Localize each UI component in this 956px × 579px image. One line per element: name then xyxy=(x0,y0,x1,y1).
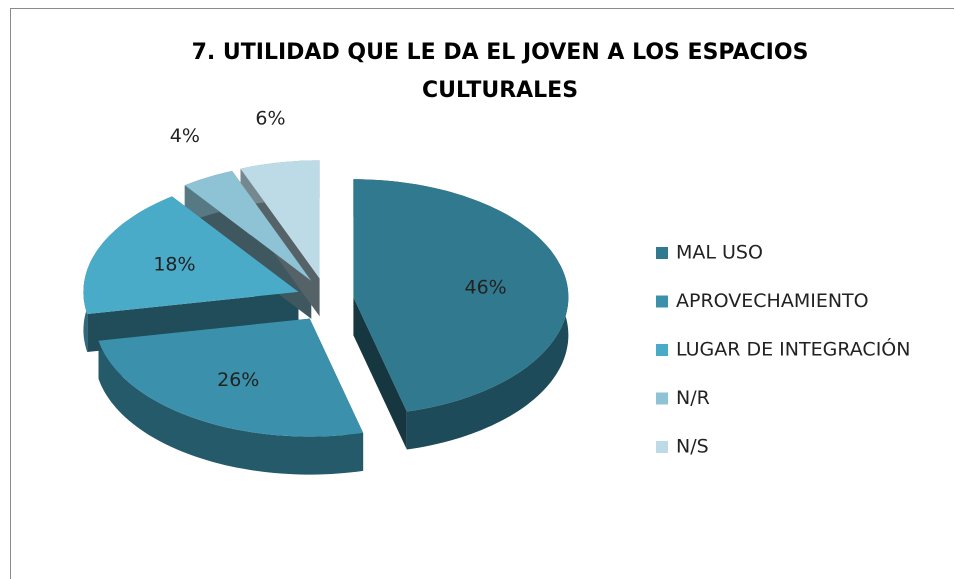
slice xyxy=(184,171,312,281)
legend-label: APROVECHAMIENTO xyxy=(676,290,869,312)
data-label: 46% xyxy=(465,277,507,299)
legend-label: LUGAR DE INTEGRACIÓN xyxy=(676,337,910,361)
legend-label: MAL USO xyxy=(676,242,763,264)
data-label: 4% xyxy=(170,125,200,147)
slice xyxy=(240,160,320,279)
legend-label: N/R xyxy=(676,387,710,409)
slice-side xyxy=(353,297,407,450)
data-label: 6% xyxy=(255,107,285,129)
slice xyxy=(353,179,569,412)
chart-frame xyxy=(10,8,954,579)
legend-swatch xyxy=(656,344,668,356)
data-label: 18% xyxy=(153,253,195,275)
chart-title: 7. UTILIDAD QUE LE DA EL JOVEN A LOS ESP… xyxy=(191,40,809,103)
legend-swatch xyxy=(656,247,668,259)
data-label: 26% xyxy=(217,369,259,391)
slice xyxy=(83,196,299,314)
pie-tops xyxy=(83,160,569,437)
legend-swatch xyxy=(656,441,668,453)
slice-wall xyxy=(98,340,364,475)
slice xyxy=(98,318,364,437)
legend-swatch xyxy=(656,392,668,405)
legend-label: N/S xyxy=(676,436,709,458)
legend-swatch xyxy=(656,295,668,308)
